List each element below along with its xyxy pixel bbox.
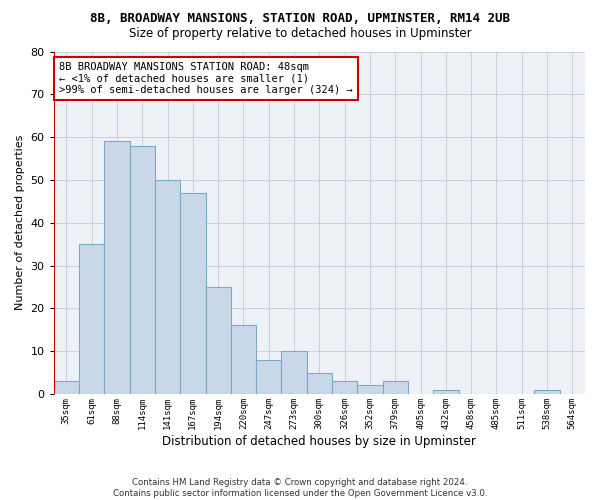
X-axis label: Distribution of detached houses by size in Upminster: Distribution of detached houses by size … <box>163 434 476 448</box>
Text: Size of property relative to detached houses in Upminster: Size of property relative to detached ho… <box>128 28 472 40</box>
Bar <box>281 351 307 394</box>
Bar <box>231 326 256 394</box>
Text: 8B BROADWAY MANSIONS STATION ROAD: 48sqm
← <1% of detached houses are smaller (1: 8B BROADWAY MANSIONS STATION ROAD: 48sqm… <box>59 62 353 95</box>
Bar <box>155 180 180 394</box>
Text: 8B, BROADWAY MANSIONS, STATION ROAD, UPMINSTER, RM14 2UB: 8B, BROADWAY MANSIONS, STATION ROAD, UPM… <box>90 12 510 26</box>
Bar <box>54 381 79 394</box>
Bar <box>535 390 560 394</box>
Bar <box>130 146 155 394</box>
Bar <box>206 287 231 394</box>
Bar <box>433 390 458 394</box>
Bar <box>256 360 281 394</box>
Bar <box>79 244 104 394</box>
Bar <box>383 381 408 394</box>
Bar <box>307 372 332 394</box>
Bar <box>332 381 358 394</box>
Text: Contains HM Land Registry data © Crown copyright and database right 2024.
Contai: Contains HM Land Registry data © Crown c… <box>113 478 487 498</box>
Y-axis label: Number of detached properties: Number of detached properties <box>15 135 25 310</box>
Bar <box>180 192 206 394</box>
Bar <box>358 386 383 394</box>
Bar <box>104 142 130 394</box>
